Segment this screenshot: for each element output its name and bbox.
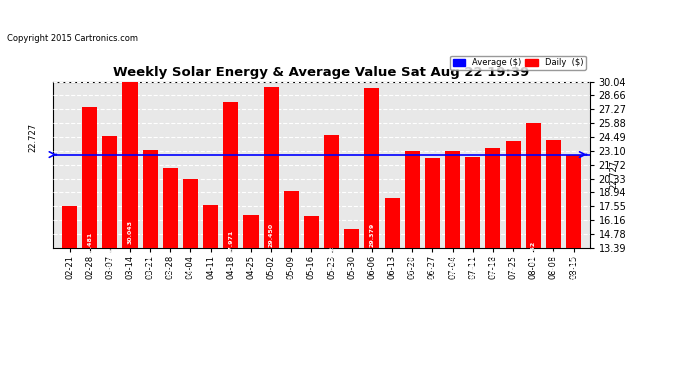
- Bar: [203, 204, 218, 375]
- Text: 24.114: 24.114: [511, 249, 515, 273]
- Text: 16.599: 16.599: [309, 286, 314, 311]
- Bar: [566, 155, 581, 375]
- Text: 23.150: 23.150: [148, 254, 152, 278]
- Text: 30.043: 30.043: [128, 219, 132, 243]
- Text: 25.852: 25.852: [531, 240, 535, 264]
- Bar: [546, 140, 561, 375]
- Bar: [304, 216, 319, 375]
- Text: 17.722: 17.722: [208, 281, 213, 305]
- Bar: [122, 81, 137, 375]
- Text: 17.598: 17.598: [67, 282, 72, 306]
- Text: 23.372: 23.372: [491, 253, 495, 277]
- Text: 18.418: 18.418: [390, 278, 395, 302]
- Text: 22.727: 22.727: [29, 123, 38, 152]
- Text: 16.680: 16.680: [248, 286, 253, 310]
- Text: 15.239: 15.239: [349, 293, 354, 318]
- Text: 22.727: 22.727: [610, 160, 619, 189]
- Bar: [485, 148, 500, 375]
- Title: Weekly Solar Energy & Average Value Sat Aug 22 19:39: Weekly Solar Energy & Average Value Sat …: [113, 66, 530, 79]
- Bar: [143, 150, 158, 375]
- Text: Copyright 2015 Cartronics.com: Copyright 2015 Cartronics.com: [7, 34, 138, 43]
- Text: 23.124: 23.124: [410, 254, 415, 278]
- Text: 24.602: 24.602: [108, 247, 112, 271]
- Text: 24.178: 24.178: [551, 249, 556, 273]
- Legend: Average ($), Daily  ($): Average ($), Daily ($): [451, 56, 586, 70]
- Bar: [163, 168, 178, 375]
- Bar: [465, 157, 480, 375]
- Bar: [344, 230, 359, 375]
- Text: 27.481: 27.481: [87, 232, 92, 256]
- Bar: [183, 178, 198, 375]
- Bar: [526, 123, 541, 375]
- Text: 19.075: 19.075: [289, 274, 294, 298]
- Text: 22.679: 22.679: [571, 256, 576, 280]
- Text: 29.450: 29.450: [268, 222, 274, 246]
- Bar: [445, 151, 460, 375]
- Text: 23.089: 23.089: [450, 254, 455, 278]
- Bar: [62, 206, 77, 375]
- Bar: [284, 191, 299, 375]
- Text: 21.387: 21.387: [168, 262, 172, 287]
- Text: 29.379: 29.379: [369, 223, 375, 247]
- Bar: [405, 151, 420, 375]
- Bar: [102, 136, 117, 375]
- Text: 22.490: 22.490: [471, 257, 475, 281]
- Bar: [506, 141, 521, 375]
- Text: 20.328: 20.328: [188, 268, 193, 292]
- Text: 22.343: 22.343: [430, 258, 435, 282]
- Bar: [264, 87, 279, 375]
- Bar: [244, 215, 259, 375]
- Bar: [384, 198, 400, 375]
- Bar: [82, 107, 97, 375]
- Bar: [224, 102, 238, 375]
- Bar: [364, 88, 380, 375]
- Text: 24.732: 24.732: [329, 246, 334, 270]
- Bar: [324, 135, 339, 375]
- Bar: [425, 158, 440, 375]
- Text: 27.971: 27.971: [228, 230, 233, 254]
